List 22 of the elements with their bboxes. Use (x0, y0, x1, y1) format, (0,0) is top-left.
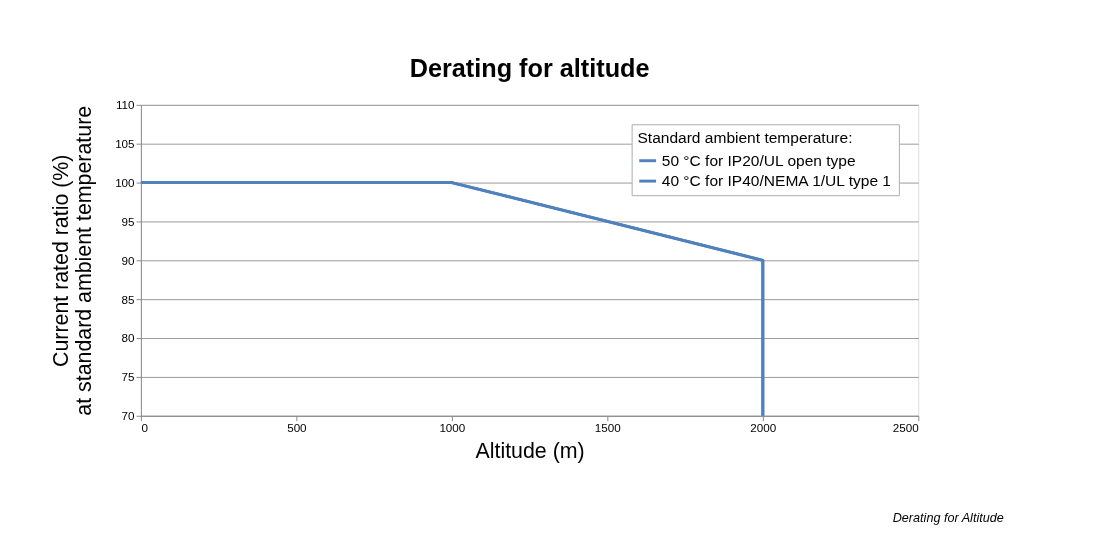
y-tick-label: 105 (115, 137, 135, 151)
x-tick-label: 1000 (439, 420, 466, 434)
y-tick-label: 90 (121, 253, 136, 267)
x-tick-label: 0 (141, 420, 149, 434)
y-tick-label: 100 (115, 175, 136, 189)
x-tick-label: 2500 (892, 420, 920, 434)
x-tick-label: 1500 (594, 420, 622, 434)
chart-title: Derating for altitude (409, 53, 650, 82)
y-tick-label: 95 (121, 214, 135, 228)
y-tick-label: 70 (121, 409, 136, 423)
x-tick-label: 2000 (750, 420, 777, 434)
text: Derating for Altitude (892, 510, 1004, 525)
y-axis-title: Current rated ratio (%) at standard ambient temperature (48, 105, 96, 416)
y-tick-label: 80 (121, 331, 136, 345)
x-axis-title: Altitude (m) (475, 439, 585, 464)
legend-title: Standard ambient temperature: (637, 128, 853, 146)
legend-label: 40 °C for IP40/NEMA 1/UL type 1 (661, 171, 891, 189)
legend-label: 50 °C for IP20/UL open type (661, 151, 856, 169)
y-tick-label: 75 (121, 370, 135, 384)
x-tick-label: 500 (287, 420, 308, 434)
y-tick-label: 110 (115, 98, 136, 112)
y-tick-label: 85 (121, 292, 135, 306)
